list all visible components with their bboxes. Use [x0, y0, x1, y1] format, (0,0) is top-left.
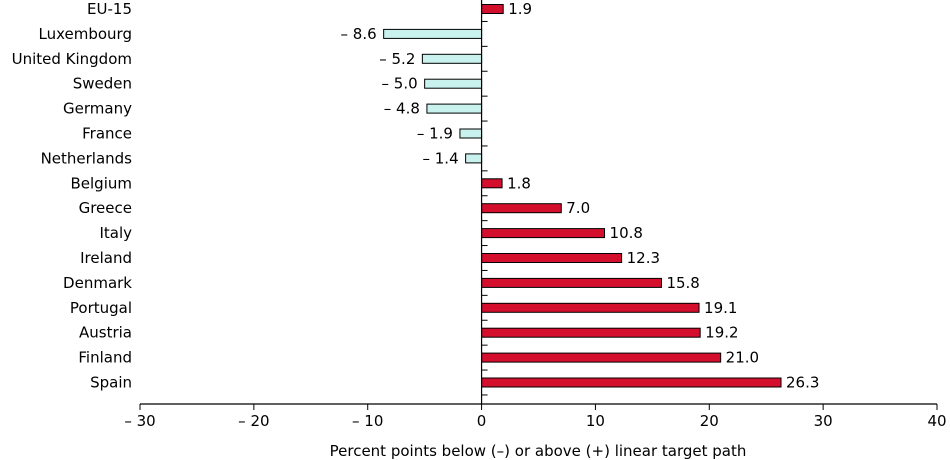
bar-value-label: 26.3 — [786, 374, 819, 392]
category-label: United Kingdom — [12, 50, 132, 68]
bar-value-label: 19.2 — [705, 324, 738, 342]
category-label: Greece — [79, 199, 132, 217]
bar — [481, 4, 504, 14]
category-label: Italy — [99, 224, 132, 242]
bar — [481, 277, 662, 288]
bar — [481, 377, 782, 388]
bar-value-label: – 1.9 — [417, 125, 453, 143]
bar-value-label: 19.1 — [704, 299, 737, 317]
bar — [424, 78, 483, 89]
x-axis-title: Percent points below (–) or above (+) li… — [330, 442, 747, 460]
category-label: Finland — [78, 349, 132, 367]
bar-value-label: 15.8 — [666, 274, 699, 292]
category-label: Netherlands — [41, 149, 133, 167]
category-label: Denmark — [63, 274, 132, 292]
bar — [481, 302, 700, 313]
category-label: Ireland — [80, 249, 132, 267]
bar-value-label: – 4.8 — [384, 100, 420, 118]
bar-value-label: 7.0 — [566, 199, 590, 217]
bar — [481, 253, 623, 263]
bar — [459, 128, 483, 139]
x-tick-label: – 30 — [124, 412, 155, 430]
x-tick-label: 0 — [477, 412, 487, 430]
bar-value-label: 12.3 — [627, 249, 660, 267]
x-tick-label: – 20 — [238, 412, 269, 430]
bar — [426, 103, 483, 114]
bar — [421, 53, 483, 64]
bar-value-label: 1.9 — [508, 0, 532, 18]
bar-value-label: – 5.2 — [379, 50, 415, 68]
bars-group: 1.9 EU-15 – 8.6 Luxembourg – 5.2 United Kingd… — [12, 0, 820, 392]
category-label: Belgium — [71, 174, 133, 192]
bar-value-label: – 8.6 — [341, 25, 377, 43]
bar — [465, 153, 483, 164]
category-label: Sweden — [73, 75, 132, 93]
bar — [481, 228, 606, 239]
bar — [383, 28, 483, 39]
category-label: EU-15 — [87, 0, 132, 18]
category-label: Germany — [63, 100, 132, 118]
category-label: Austria — [79, 324, 132, 342]
axes-group: – 30 – 20 – 10 0 10 20 30 40 — [124, 0, 947, 430]
x-tick-label: 30 — [814, 412, 833, 430]
bar-value-label: – 5.0 — [382, 75, 418, 93]
bar — [481, 203, 562, 214]
bar — [481, 178, 503, 189]
x-tick-label: 40 — [927, 412, 946, 430]
bar-value-label: – 1.4 — [423, 149, 459, 167]
category-label: Portugal — [70, 299, 132, 317]
x-tick-label: 10 — [586, 412, 605, 430]
x-tick-label: 20 — [700, 412, 719, 430]
category-label: France — [82, 125, 132, 143]
category-label: Spain — [90, 374, 132, 392]
bar-value-label: 1.8 — [507, 174, 531, 192]
bar — [481, 327, 701, 338]
x-tick-label: – 10 — [352, 412, 383, 430]
bar-value-label: 21.0 — [726, 349, 759, 367]
bar — [481, 352, 722, 363]
category-label: Luxembourg — [39, 25, 133, 43]
bar-value-label: 10.8 — [610, 224, 643, 242]
